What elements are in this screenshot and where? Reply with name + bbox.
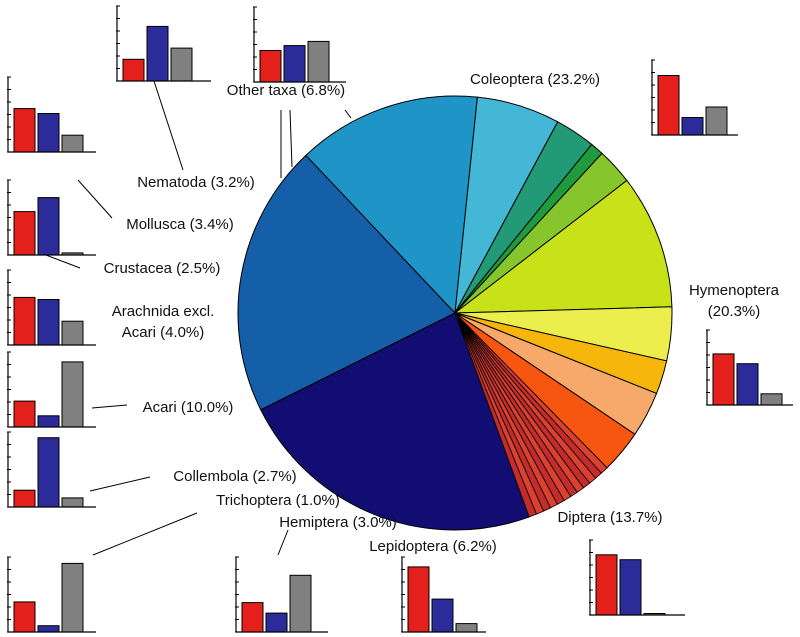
leader-line-other-taxa-2 [289,109,293,168]
label-hemiptera: Hemiptera (3.0%) [279,514,397,531]
bar-inset-diptera [589,539,685,616]
inset-bar-acari-2 [37,415,60,428]
bar-insets [7,5,793,633]
leader-line-trichoptera-8 [92,512,198,556]
label-hymenoptera: Hymenoptera (20.3%) [689,282,780,320]
bar-inset-coleoptera [651,59,738,136]
bar-inset-lepidoptera [401,556,486,633]
inset-bar-coleoptera-2 [681,117,704,136]
label-collembola: Collembola (2.7%) [173,468,296,485]
bar-inset-hymenoptera [706,329,793,406]
label-nematoda: Nematoda (3.2%) [137,174,255,191]
label-lepidoptera: Lepidoptera (6.2%) [369,538,497,555]
bar-inset-crustacea [7,179,96,256]
label-mollusca: Mollusca (3.4%) [126,216,234,233]
inset-bar-diptera-2 [619,559,642,616]
label-other-taxa: Other taxa (6.8%) [227,82,345,99]
label-acari: Acari (10.0%) [143,399,234,416]
inset-bar-hymenoptera-3 [760,393,783,406]
inset-bar-hemiptera-2 [265,612,288,633]
bar-inset-collembola [7,431,96,508]
inset-bar-hemiptera-3 [289,574,312,633]
inset-bar-collembola-1 [13,489,36,508]
inset-bar-collembola-2 [37,437,60,508]
inset-bar-arachnida-excl-acari-3 [61,320,84,346]
inset-bar-lepidoptera-2 [431,598,454,633]
pie-slice-other-taxa-12 [454,312,537,518]
bar-inset-mollusca [7,76,96,153]
inset-bar-coleoptera-1 [657,75,680,136]
leader-lines [37,77,352,556]
inset-bar-arachnida-excl-acari-2 [37,299,60,346]
pie-slice-coleoptera [260,312,530,531]
inset-bar-other-taxa-1 [259,50,282,83]
inset-bar-crustacea-1 [13,211,36,256]
inset-bar-nematoda-2 [146,25,169,82]
inset-bar-mollusca-1 [13,108,36,153]
bar-inset-hemiptera [235,556,328,633]
bar-inset-nematoda [116,5,211,82]
inset-bar-crustacea-2 [37,197,60,256]
leader-line-collembola-7 [89,476,151,492]
bar-inset-arachnida-excl-acari [7,269,96,346]
inset-bar-diptera-1 [595,554,618,616]
label-trichoptera: Trichoptera (1.0%) [216,492,340,509]
inset-bar-hymenoptera-1 [712,353,735,406]
pie-slice-acari [453,179,673,314]
label-arachnida-excl-acari: Arachnida excl. Acari (4.0%) [112,303,215,341]
inset-bar-acari-3 [61,361,84,428]
bar-inset-other-taxa [253,6,346,83]
inset-bar-hemiptera-1 [241,602,264,633]
inset-bar-arachnida-excl-acari-1 [13,296,36,346]
bar-inset-acari [7,351,96,428]
inset-bar-coleoptera-3 [705,106,728,136]
inset-bar-collembola-3 [61,497,84,508]
inset-bar-lepidoptera-3 [455,623,478,633]
inset-bar-acari-1 [13,400,36,428]
pie-slice-hymenoptera [237,154,456,411]
inset-bar-mollusca-2 [37,113,60,153]
inset-bar-mollusca-3 [61,134,84,153]
inset-bar-nematoda-3 [170,47,193,82]
leader-line-other-taxa-3 [344,109,352,119]
leader-line-acari-6 [91,404,128,409]
label-crustacea: Crustacea (2.5%) [104,260,221,277]
label-diptera: Diptera (13.7%) [557,509,662,526]
inset-bar-other-taxa-3 [307,40,330,83]
leader-line-hemiptera-9 [277,529,289,556]
pie-slice-diptera [305,95,478,315]
inset-bar-trichoptera-1 [13,601,36,633]
leader-line-mollusca-4 [77,179,113,219]
inset-bar-other-taxa-2 [283,45,306,83]
pie-slices [237,95,673,531]
leader-line-nematoda-0 [152,77,184,171]
slice-labels: Coleoptera (23.2%) Hymenoptera (20.3%) Dipt… [104,71,780,555]
inset-bar-trichoptera-3 [61,562,84,633]
inset-bar-lepidoptera-1 [407,566,430,633]
bar-inset-trichoptera [7,556,96,633]
inset-bar-hymenoptera-2 [736,363,759,406]
label-coleoptera: Coleoptera (23.2%) [470,71,600,88]
inset-bar-nematoda-1 [122,58,145,82]
inset-bar-trichoptera-2 [37,625,60,633]
